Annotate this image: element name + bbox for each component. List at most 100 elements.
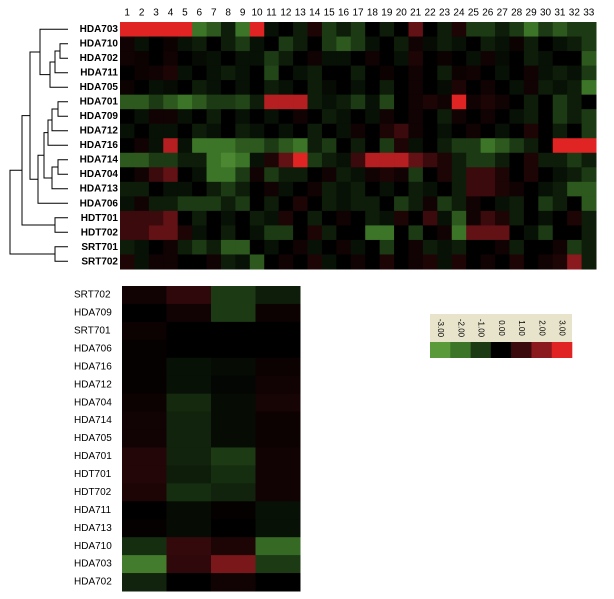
heatmap-cell <box>408 152 424 168</box>
heatmap-cell <box>552 138 568 154</box>
heatmap-cell <box>220 65 236 81</box>
heatmap-cell <box>166 286 212 305</box>
heatmap-cell <box>166 393 212 413</box>
heatmap-cell <box>422 22 438 38</box>
heatmap-cell <box>408 109 424 125</box>
heatmap-cell <box>255 303 301 323</box>
heatmap-cell <box>523 239 539 255</box>
heatmap-cell <box>307 123 323 139</box>
heatmap-cell <box>192 80 208 96</box>
heatmap-cell <box>122 286 167 305</box>
heatmap-cell <box>177 239 193 255</box>
heatmap-cell <box>134 239 150 255</box>
row-label: HDA714 <box>80 155 119 166</box>
heatmap-cell <box>581 109 597 125</box>
heatmap-cell <box>255 429 301 448</box>
heatmap-cell <box>581 65 597 81</box>
heatmap-cell <box>307 80 323 96</box>
heatmap-cell <box>148 152 164 168</box>
heatmap-cell <box>120 254 135 270</box>
heatmap-cell <box>278 239 294 255</box>
heatmap-cell <box>466 36 482 52</box>
heatmap-cell <box>122 465 167 484</box>
heatmap-cell <box>552 22 568 38</box>
heatmap-cell <box>350 109 366 125</box>
heatmap-cell <box>177 196 193 212</box>
heatmap-cell <box>567 138 583 154</box>
heatmap-cell <box>321 210 337 226</box>
column-label: 25 <box>468 8 480 19</box>
heatmap-cell <box>523 36 539 52</box>
heatmap-cell <box>220 138 236 154</box>
heatmap-cell <box>437 210 453 226</box>
heatmap-cell <box>278 196 294 212</box>
heatmap-cell <box>394 239 409 255</box>
heatmap-cell <box>408 51 424 67</box>
heatmap-cell <box>422 51 438 67</box>
heatmap-cell <box>480 94 496 110</box>
heatmap-cell <box>437 225 453 241</box>
heatmap-cell <box>122 339 167 359</box>
heatmap-cell <box>177 51 193 67</box>
heatmap-cell <box>307 22 323 38</box>
heatmap-cell <box>192 65 208 81</box>
heatmap-cell <box>509 181 525 197</box>
heatmap-cell <box>451 254 467 270</box>
heatmap-cell <box>249 181 265 197</box>
heatmap-cell <box>422 239 438 255</box>
heatmap-cell <box>192 36 208 52</box>
heatmap-cell <box>235 22 251 38</box>
heatmap-cell <box>437 152 453 168</box>
column-label: 4 <box>168 8 174 19</box>
heatmap-cell <box>379 254 395 270</box>
heatmap-cell <box>523 254 539 270</box>
heatmap-cell <box>148 80 164 96</box>
heatmap-cell <box>120 225 135 241</box>
heatmap-cell <box>166 465 212 484</box>
heatmap-cell <box>581 80 597 96</box>
heatmap-cell <box>394 51 409 67</box>
heatmap-cell <box>451 196 467 212</box>
heatmap-cell <box>163 196 179 212</box>
heatmap-cell <box>264 80 280 96</box>
heatmap-cell <box>422 181 438 197</box>
heatmap-cell <box>307 225 323 241</box>
heatmap-cell <box>148 181 164 197</box>
heatmap-cell <box>336 254 352 270</box>
heatmap-cell <box>293 138 309 154</box>
heatmap-cell <box>177 123 193 139</box>
heatmap-cell <box>437 65 453 81</box>
heatmap-cell <box>235 65 251 81</box>
row-label: HDA703 <box>80 24 119 35</box>
heatmap-cell <box>122 519 167 538</box>
row-label: HDA716 <box>74 361 112 372</box>
heatmap-cell <box>122 411 167 431</box>
heatmap-cell <box>336 167 352 183</box>
heatmap-cell <box>408 138 424 154</box>
heatmap-cell <box>379 80 395 96</box>
heatmap-cell <box>307 239 323 255</box>
heatmap-cell <box>134 167 150 183</box>
heatmap-cell <box>192 22 208 38</box>
heatmap-cell <box>255 501 301 520</box>
heatmap-cell <box>264 51 280 67</box>
heatmap-cell <box>278 36 294 52</box>
heatmap-cell <box>437 239 453 255</box>
heatmap-cell <box>567 254 583 270</box>
heatmap-cell <box>278 152 294 168</box>
heatmap-cell <box>278 80 294 96</box>
heatmap-cell <box>451 94 467 110</box>
heatmap-cell <box>148 65 164 81</box>
heatmap-cell <box>350 254 366 270</box>
row-label: SRT702 <box>74 290 111 301</box>
heatmap-cell <box>264 167 280 183</box>
legend-cell <box>511 342 532 358</box>
heatmap-cell <box>350 36 366 52</box>
heatmap-cell <box>307 65 323 81</box>
column-label: 8 <box>225 8 231 19</box>
heatmap-cell <box>466 254 482 270</box>
heatmap-cell <box>495 36 510 52</box>
heatmap-cell <box>509 65 525 81</box>
row-label: HDT702 <box>74 487 112 498</box>
heatmap-cell <box>148 109 164 125</box>
